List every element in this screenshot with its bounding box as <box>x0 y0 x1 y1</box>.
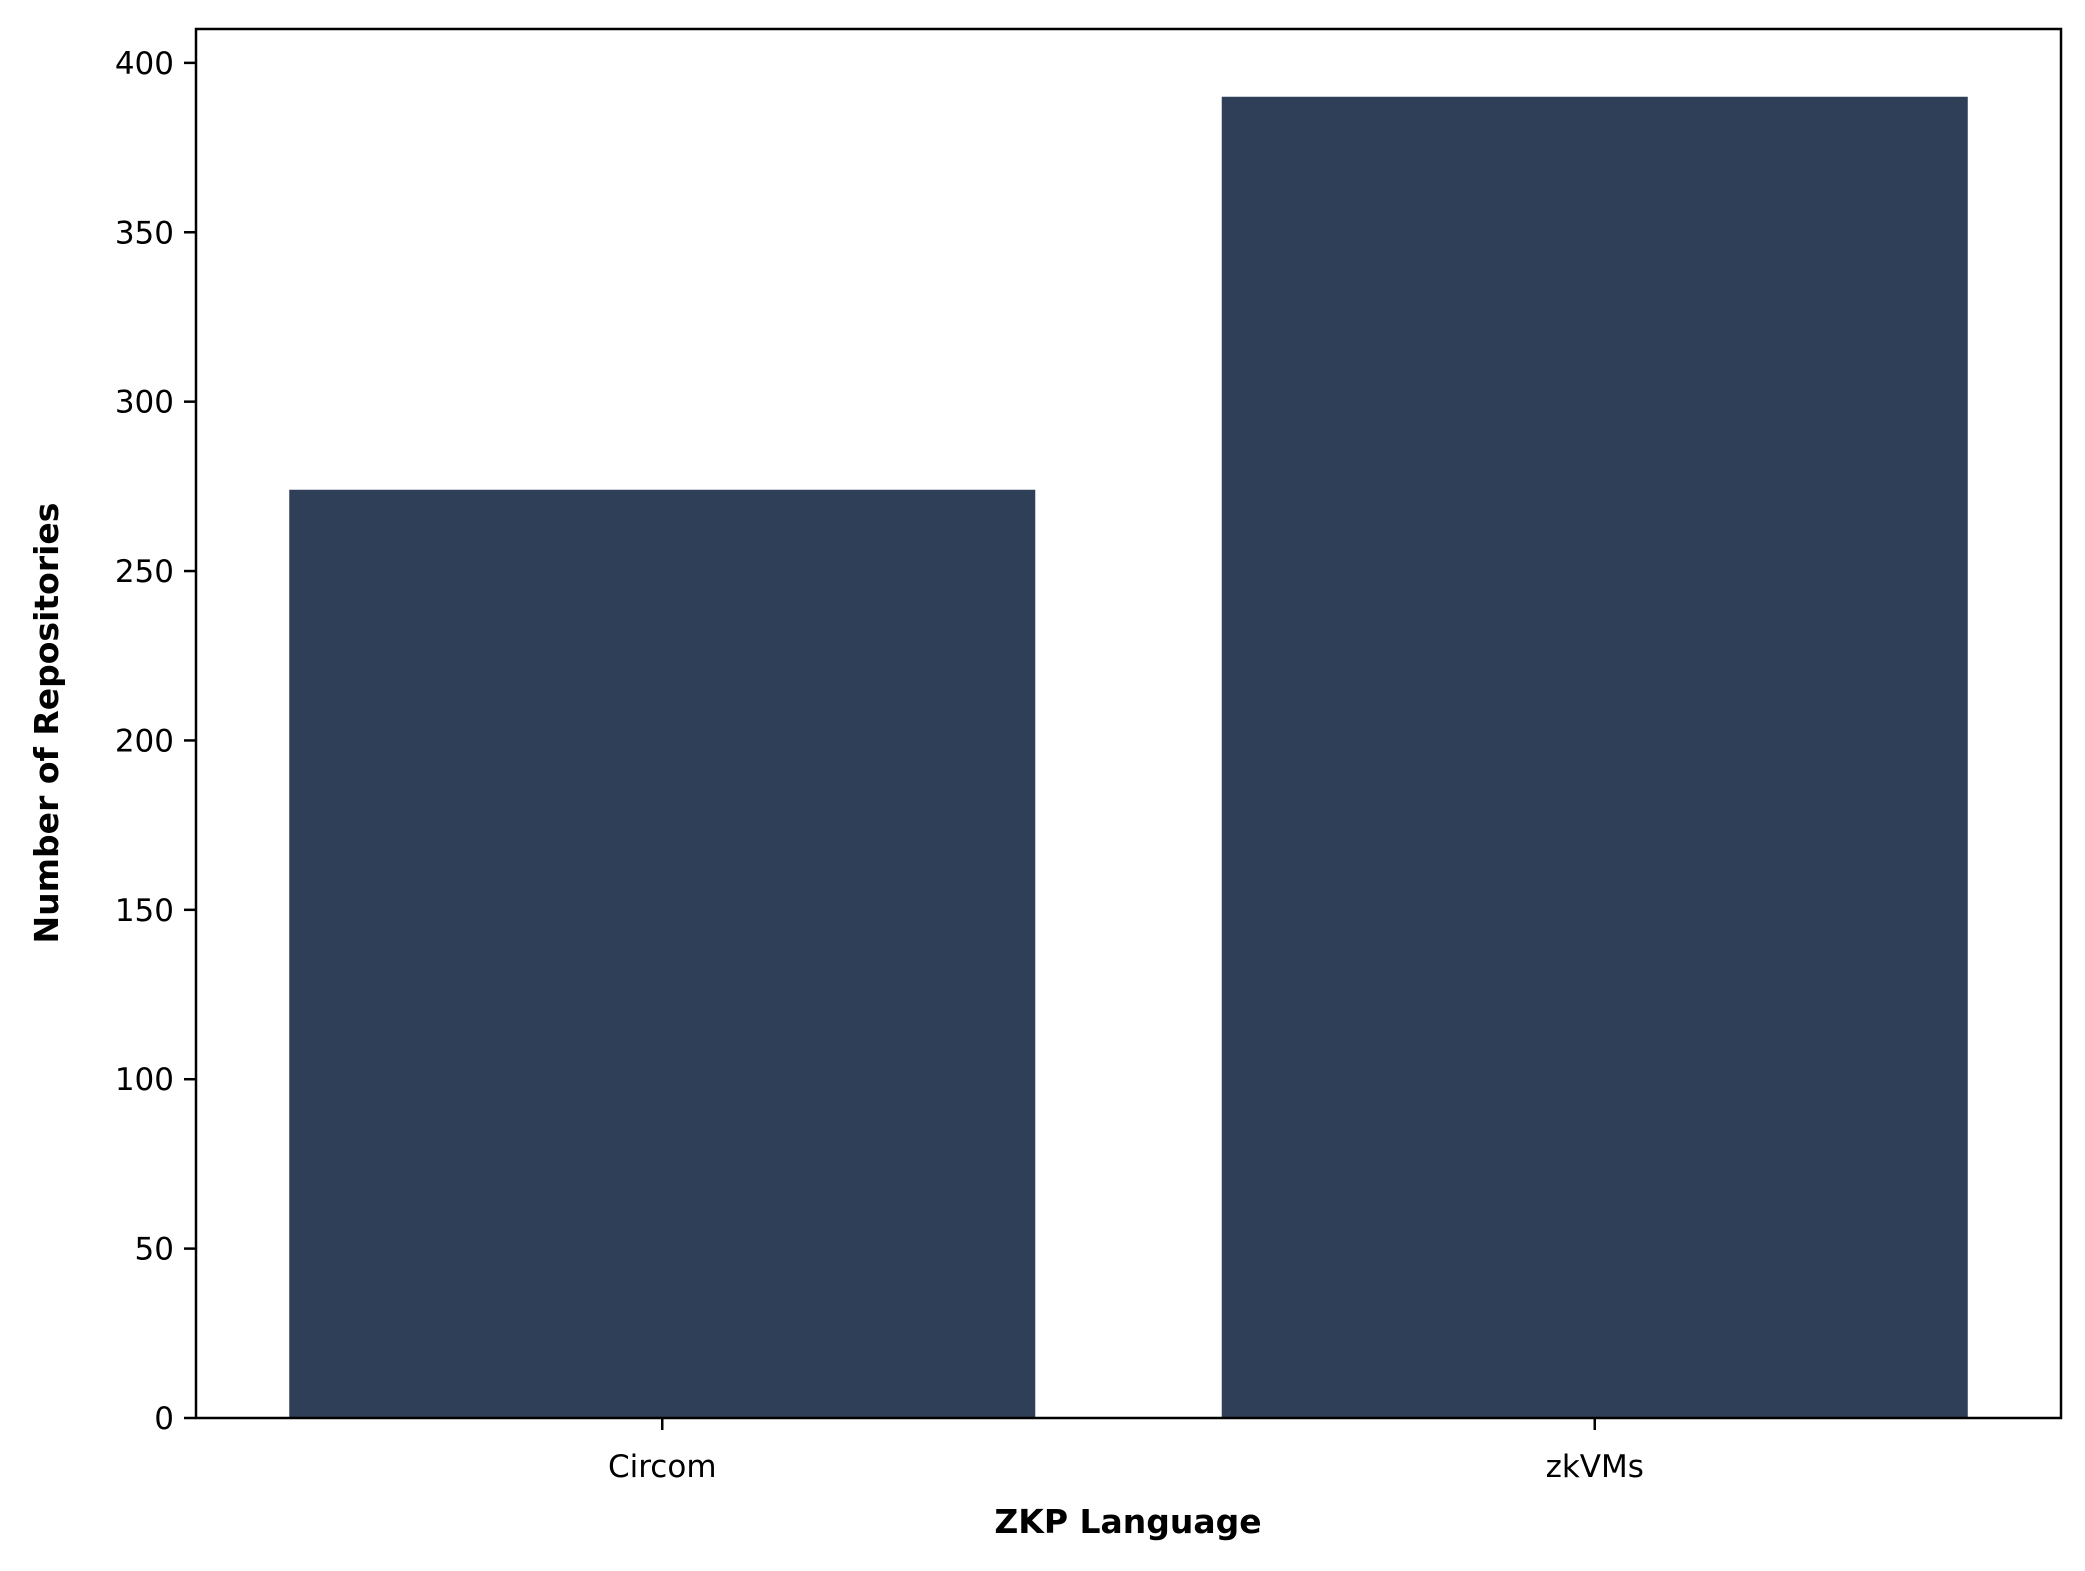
x-axis-ticks: Circom zkVMs <box>608 1418 1644 1485</box>
bar-circom <box>289 489 1036 1418</box>
y-tick-label: 350 <box>115 215 174 251</box>
y-tick-label: 200 <box>115 723 174 759</box>
bar-zkvms <box>1221 96 1968 1418</box>
plot-area-frame <box>194 27 2063 1420</box>
y-axis-title: Number of Repositories <box>27 503 66 944</box>
bars-group <box>289 96 1968 1418</box>
y-tick-label: 100 <box>115 1062 174 1098</box>
x-tick-label: zkVMs <box>1546 1449 1644 1485</box>
y-tick-label: 250 <box>115 554 174 590</box>
y-axis-ticks: 0 50 100 150 200 250 300 350 400 <box>115 46 196 1437</box>
y-tick-label: 300 <box>115 385 174 421</box>
x-tick-label: Circom <box>608 1449 717 1485</box>
x-axis-title: ZKP Language <box>994 1502 1261 1541</box>
y-tick-label: 50 <box>135 1232 174 1268</box>
y-tick-label: 0 <box>154 1401 174 1437</box>
y-tick-label: 150 <box>115 893 174 929</box>
y-tick-label: 400 <box>115 46 174 82</box>
